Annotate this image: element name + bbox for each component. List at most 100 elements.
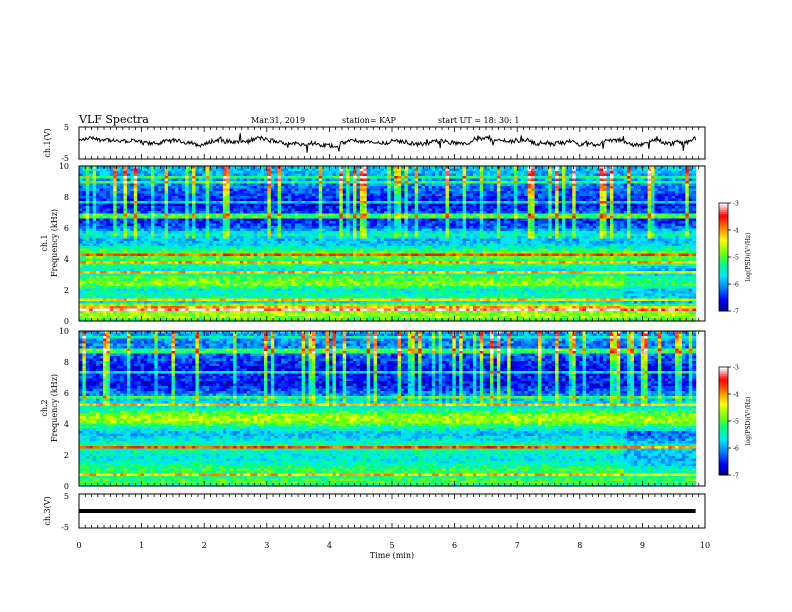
- spectrogram-cell: [96, 248, 101, 252]
- spectrogram-cell: [79, 188, 84, 192]
- spectrogram-cell: [185, 211, 190, 215]
- spectrogram-cell: [102, 228, 108, 232]
- spectrogram-cell: [222, 268, 227, 272]
- spectrogram-cell: [209, 286, 214, 290]
- spectrogram-cell: [140, 221, 145, 225]
- spectrogram-cell: [106, 216, 111, 220]
- spectrogram-cell: [130, 268, 135, 272]
- spectrogram-cell: [137, 278, 142, 282]
- spectrogram-cell: [140, 198, 145, 202]
- spectrogram-cell: [150, 261, 155, 265]
- spectrogram-cell: [219, 183, 224, 187]
- spectrogram-cell: [157, 221, 162, 225]
- spectrogram-cell: [137, 248, 142, 252]
- spectrogram-cell: [96, 206, 101, 210]
- spectrogram-cell: [178, 221, 183, 225]
- spectrogram-cell: [144, 186, 149, 190]
- spectrogram-cell: [99, 181, 104, 185]
- spectrogram-cell: [154, 198, 159, 202]
- spectrogram-cell: [181, 303, 186, 307]
- spectrogram-cell: [195, 288, 200, 292]
- spectrogram-cell: [130, 168, 135, 172]
- spectrogram-cell: [92, 196, 97, 200]
- spectrogram-cell: [123, 311, 128, 315]
- spectrogram-cell: [92, 268, 97, 272]
- spectrogram-cell: [120, 291, 125, 295]
- spectrogram-cell: [185, 268, 190, 272]
- spectrogram-cell: [102, 253, 108, 257]
- spectrogram-cell: [195, 283, 200, 287]
- spectrogram-cell: [181, 273, 186, 277]
- spectrogram-cell: [79, 276, 84, 280]
- spectrogram-cell: [209, 241, 214, 245]
- spectrogram-cell: [168, 191, 173, 195]
- spectrogram-cell: [161, 196, 166, 200]
- spectrogram-cell: [109, 181, 114, 185]
- spectrogram-cell: [116, 241, 121, 245]
- spectrogram-cell: [164, 256, 169, 260]
- spectrogram-cell: [137, 216, 142, 220]
- spectrogram-cell: [79, 178, 84, 182]
- spectrogram-cell: [85, 208, 90, 212]
- spectrogram-cell: [209, 253, 214, 257]
- spectrogram-cell: [99, 198, 104, 202]
- spectrogram-cell: [126, 193, 131, 197]
- spectrogram-cell: [161, 261, 166, 265]
- spectrogram-cell: [181, 211, 186, 215]
- spectrogram-cell: [147, 276, 152, 280]
- spectrogram-cell: [202, 238, 207, 242]
- spectrogram-cell: [222, 318, 227, 322]
- spectrogram-cell: [212, 241, 217, 245]
- spectrogram-cell: [205, 281, 210, 285]
- spectrogram-cell: [116, 211, 121, 215]
- spectrogram-cell: [188, 213, 193, 217]
- spectrogram-cell: [216, 221, 221, 225]
- spectrogram-cell: [202, 241, 207, 245]
- spectrogram-cell: [85, 273, 90, 277]
- spectrogram-cell: [216, 183, 221, 187]
- spectrogram-cell: [89, 208, 94, 212]
- spectrogram-cell: [96, 268, 101, 272]
- spectrogram-cell: [161, 306, 166, 310]
- spectrogram-cell: [202, 248, 207, 252]
- spectrogram-cell: [113, 251, 118, 255]
- spectrogram-cell: [92, 306, 97, 310]
- spectrogram-cell: [185, 246, 190, 250]
- spectrogram-cell: [212, 296, 217, 300]
- spectrogram-cell: [82, 261, 87, 265]
- spectrogram-cell: [219, 198, 224, 202]
- spectrogram-cell: [92, 298, 97, 302]
- spectrogram-cell: [150, 301, 155, 305]
- spectrogram-cell: [202, 273, 207, 277]
- spectrogram-cell: [154, 293, 159, 297]
- spectrogram-cell: [89, 171, 94, 175]
- spectrogram-cell: [137, 308, 142, 312]
- spectrogram-cell: [89, 268, 94, 272]
- spectrogram-cell: [161, 211, 166, 215]
- spectrogram-cell: [144, 188, 149, 192]
- spectrogram-cell: [109, 271, 114, 275]
- spectrogram-cell: [212, 201, 217, 205]
- spectrogram-cell: [120, 273, 125, 277]
- spectrogram-cell: [99, 226, 104, 230]
- spectrogram-cell: [82, 258, 87, 262]
- spectrogram-cell: [144, 241, 149, 245]
- spectrogram-cell: [164, 313, 169, 317]
- spectrogram-cell: [123, 201, 128, 205]
- spectrogram-cell: [216, 241, 221, 245]
- spectrogram-cell: [198, 176, 203, 180]
- spectrogram-cell: [116, 293, 121, 297]
- spectrogram-cell: [106, 198, 111, 202]
- spectrogram-cell: [202, 278, 207, 282]
- spectrogram-cell: [185, 241, 190, 245]
- spectrogram-cell: [144, 291, 149, 295]
- spectrogram-cell: [147, 188, 152, 192]
- spectrogram-cell: [195, 248, 200, 252]
- spectrogram-cell: [219, 296, 224, 300]
- spectrogram-cell: [85, 318, 90, 322]
- spectrogram-cell: [109, 221, 114, 225]
- spectrogram-cell: [154, 171, 159, 175]
- spectrogram-cell: [102, 196, 108, 200]
- spectrogram-cell: [96, 221, 101, 225]
- spectrogram-cell: [79, 236, 84, 240]
